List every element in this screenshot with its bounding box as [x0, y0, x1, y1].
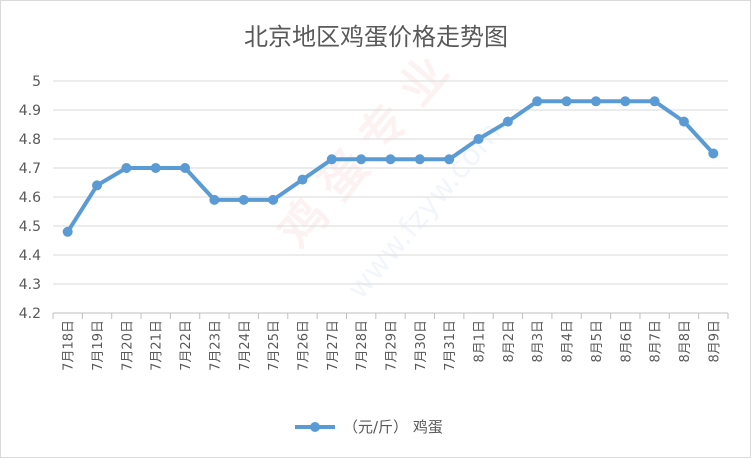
x-tick-label: 7月29日 [385, 320, 400, 371]
data-point [444, 154, 455, 165]
data-point [297, 174, 308, 185]
y-tick-label: 4.9 [19, 103, 41, 119]
y-tick-label: 4.4 [19, 248, 41, 264]
data-point [209, 194, 220, 205]
data-point [92, 180, 103, 191]
x-tick-label: 8月5日 [590, 320, 605, 363]
x-tick-label: 8月6日 [619, 320, 634, 363]
x-tick-label: 7月28日 [355, 320, 370, 371]
data-point [532, 96, 543, 107]
data-point [502, 116, 513, 127]
data-point [121, 163, 132, 173]
data-point [180, 163, 191, 173]
x-axis-ticks: 7月18日 7月19日 7月20日 7月21日 7月22日 7月23日 7月24日 7月25日… [62, 320, 723, 371]
y-tick-label: 4.8 [19, 132, 41, 148]
x-tick-label: 7月27日 [326, 320, 341, 371]
x-tick-label: 8月7日 [649, 320, 664, 363]
x-tick-label: 7月22日 [179, 320, 194, 371]
x-tick-label: 7月30日 [414, 320, 429, 371]
data-point [385, 154, 396, 165]
x-tick-label: 8月4日 [561, 320, 576, 363]
y-tick-label: 4.3 [19, 277, 41, 293]
legend-marker [310, 422, 320, 432]
data-point [561, 96, 572, 107]
y-tick-label: 4.6 [19, 190, 41, 206]
data-point [326, 154, 337, 165]
data-point [708, 148, 719, 159]
x-tick-label: 7月26日 [296, 320, 311, 371]
x-tick-label: 8月9日 [707, 320, 722, 363]
x-tick-label: 7月31日 [443, 320, 458, 371]
x-axis [52, 312, 729, 319]
data-point [649, 96, 660, 107]
data-point [238, 194, 249, 205]
x-tick-label: 8月8日 [678, 320, 693, 363]
data-point [356, 154, 367, 165]
x-tick-label: 7月24日 [238, 320, 253, 371]
y-axis-ticks: 4.2 4.3 4.4 4.5 4.6 4.7 4.8 4.9 5 [19, 74, 41, 322]
data-point [473, 134, 484, 144]
legend-label: （元/斤） 鸡蛋 [343, 418, 443, 436]
data-point [590, 96, 601, 107]
chart-title: 北京地区鸡蛋价格走势图 [244, 23, 508, 51]
x-tick-label: 8月3日 [531, 320, 546, 363]
y-tick-label: 5 [32, 74, 41, 90]
data-point [620, 96, 631, 107]
y-tick-label: 4.7 [19, 161, 41, 177]
x-tick-label: 7月21日 [150, 320, 165, 371]
data-point [62, 226, 73, 237]
x-tick-label: 7月19日 [91, 320, 106, 371]
y-tick-label: 4.2 [19, 306, 41, 322]
data-point [414, 154, 425, 165]
data-point [268, 194, 279, 205]
legend: （元/斤） 鸡蛋 [295, 418, 443, 436]
x-tick-label: 8月1日 [473, 320, 488, 363]
x-tick-label: 7月18日 [62, 320, 77, 371]
series-egg [62, 96, 719, 237]
x-tick-label: 7月20日 [120, 320, 135, 371]
data-point [150, 163, 161, 173]
data-point [678, 116, 689, 127]
x-tick-label: 7月25日 [267, 320, 282, 371]
y-tick-label: 4.5 [19, 219, 41, 235]
x-tick-label: 7月23日 [208, 320, 223, 371]
x-tick-label: 8月2日 [502, 320, 517, 363]
